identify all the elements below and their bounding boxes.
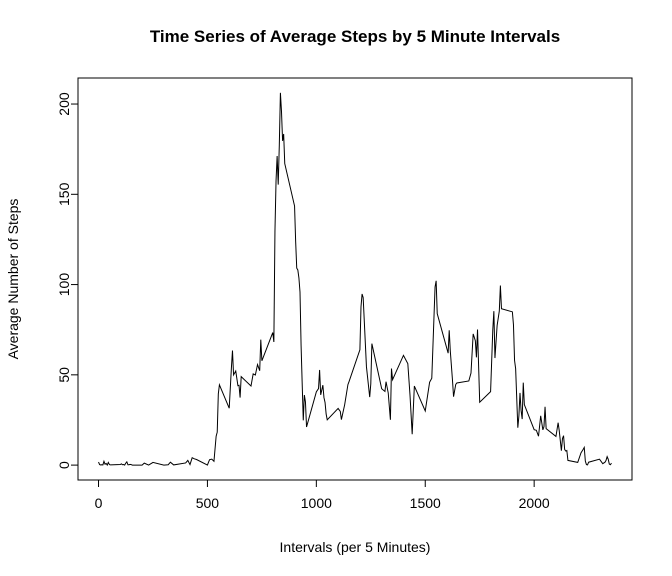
- x-tick-label: 0: [95, 495, 103, 511]
- data-line: [98, 92, 612, 467]
- y-tick-label: 150: [56, 182, 72, 206]
- y-axis-label: Average Number of Steps: [5, 199, 21, 360]
- y-tick-label: 100: [56, 273, 72, 297]
- x-tick-label: 1000: [301, 495, 332, 511]
- y-tick-label: 0: [56, 461, 72, 469]
- x-axis-label: Intervals (per 5 Minutes): [280, 539, 431, 555]
- chart-title: Time Series of Average Steps by 5 Minute…: [150, 27, 560, 46]
- x-tick-label: 500: [196, 495, 220, 511]
- y-tick-label: 200: [56, 92, 72, 116]
- y-tick-label: 50: [56, 367, 72, 383]
- x-tick-label: 1500: [410, 495, 441, 511]
- x-tick-label: 2000: [519, 495, 550, 511]
- plot-box: [77, 77, 633, 481]
